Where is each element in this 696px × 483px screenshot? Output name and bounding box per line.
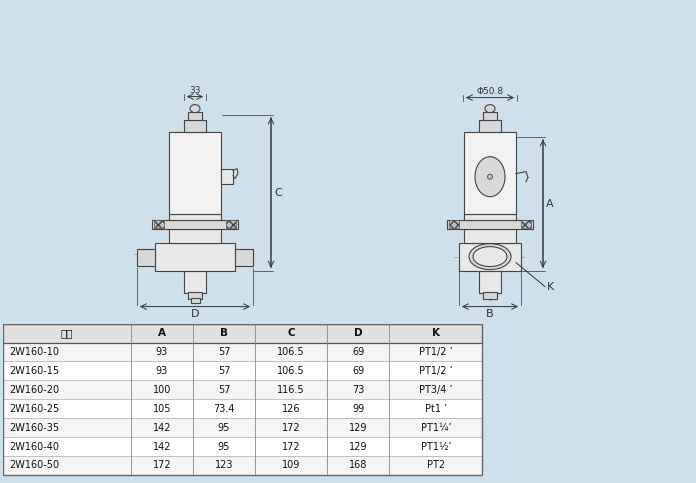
Bar <box>3 342 482 361</box>
Bar <box>155 242 235 270</box>
Text: 型号: 型号 <box>61 328 74 338</box>
Ellipse shape <box>469 243 511 270</box>
Text: 57: 57 <box>218 385 230 395</box>
Bar <box>483 292 497 298</box>
Bar <box>449 220 459 228</box>
Text: A: A <box>546 199 553 209</box>
Text: C: C <box>274 187 282 198</box>
Bar <box>169 131 221 213</box>
Bar <box>152 220 238 228</box>
Bar <box>221 169 233 184</box>
Text: 168: 168 <box>349 460 367 470</box>
Text: 106.5: 106.5 <box>277 347 305 357</box>
Text: K: K <box>432 328 440 338</box>
Text: 129: 129 <box>349 441 367 452</box>
Text: 93: 93 <box>156 347 168 357</box>
Bar <box>464 213 516 220</box>
Ellipse shape <box>473 247 507 267</box>
Bar <box>226 220 236 228</box>
Text: PT1/2 ’: PT1/2 ’ <box>419 366 452 376</box>
Bar <box>3 324 482 475</box>
Bar <box>184 120 206 131</box>
Bar <box>154 220 164 228</box>
Text: 2W160-40: 2W160-40 <box>9 441 59 452</box>
Ellipse shape <box>475 156 505 197</box>
Text: 33: 33 <box>189 85 200 95</box>
Text: D: D <box>191 309 199 319</box>
Bar <box>3 456 482 475</box>
Bar <box>464 131 516 213</box>
Text: 105: 105 <box>152 404 171 414</box>
Text: A: A <box>158 328 166 338</box>
Text: 93: 93 <box>156 366 168 376</box>
Bar <box>479 270 501 293</box>
Text: 2W160-50: 2W160-50 <box>9 460 59 470</box>
Bar <box>3 380 482 399</box>
Text: 116.5: 116.5 <box>277 385 305 395</box>
Text: 2W160-20: 2W160-20 <box>9 385 59 395</box>
Text: 57: 57 <box>218 347 230 357</box>
Bar <box>188 112 202 120</box>
Text: C: C <box>287 328 295 338</box>
Text: 73: 73 <box>352 385 365 395</box>
Text: 95: 95 <box>218 441 230 452</box>
Bar <box>3 361 482 380</box>
Bar <box>169 213 221 220</box>
Circle shape <box>487 174 493 179</box>
Bar <box>235 249 253 266</box>
Bar <box>184 270 206 293</box>
Text: 100: 100 <box>152 385 171 395</box>
Bar <box>3 437 482 456</box>
Text: 99: 99 <box>352 404 365 414</box>
Text: K: K <box>547 282 554 292</box>
Text: Φ50.8: Φ50.8 <box>477 86 504 96</box>
Text: B: B <box>220 328 228 338</box>
Text: 109: 109 <box>282 460 301 470</box>
Text: PT3/4 ’: PT3/4 ’ <box>419 385 452 395</box>
Text: 69: 69 <box>352 347 365 357</box>
Bar <box>447 220 533 228</box>
Bar <box>169 228 221 242</box>
Text: 69: 69 <box>352 366 365 376</box>
Text: 172: 172 <box>282 441 301 452</box>
Text: 126: 126 <box>282 404 301 414</box>
Ellipse shape <box>190 105 200 113</box>
Bar <box>479 120 501 131</box>
Bar <box>3 399 482 418</box>
Bar <box>464 228 516 242</box>
Text: PT1¼’: PT1¼’ <box>420 423 451 433</box>
Bar <box>3 324 482 342</box>
Bar <box>459 242 521 270</box>
Ellipse shape <box>485 105 495 113</box>
Text: 2W160-10: 2W160-10 <box>9 347 59 357</box>
Text: PT1½’: PT1½’ <box>420 441 451 452</box>
Text: PT2: PT2 <box>427 460 445 470</box>
Text: 95: 95 <box>218 423 230 433</box>
Text: 142: 142 <box>152 441 171 452</box>
Text: 57: 57 <box>218 366 230 376</box>
Bar <box>137 249 155 266</box>
Text: 106.5: 106.5 <box>277 366 305 376</box>
Bar <box>191 298 200 302</box>
Text: 172: 172 <box>152 460 171 470</box>
Bar <box>521 220 531 228</box>
Text: Pt1 ’: Pt1 ’ <box>425 404 447 414</box>
Text: 123: 123 <box>215 460 233 470</box>
Text: 2W160-35: 2W160-35 <box>9 423 59 433</box>
Text: 73.4: 73.4 <box>213 404 235 414</box>
Text: 142: 142 <box>152 423 171 433</box>
Text: D: D <box>354 328 363 338</box>
Text: 2W160-15: 2W160-15 <box>9 366 59 376</box>
Bar <box>3 418 482 437</box>
Text: PT1/2 ’: PT1/2 ’ <box>419 347 452 357</box>
Text: 129: 129 <box>349 423 367 433</box>
Text: B: B <box>487 309 494 319</box>
Bar <box>483 112 497 120</box>
Bar <box>188 292 202 298</box>
Text: 2W160-25: 2W160-25 <box>9 404 59 414</box>
Text: 172: 172 <box>282 423 301 433</box>
